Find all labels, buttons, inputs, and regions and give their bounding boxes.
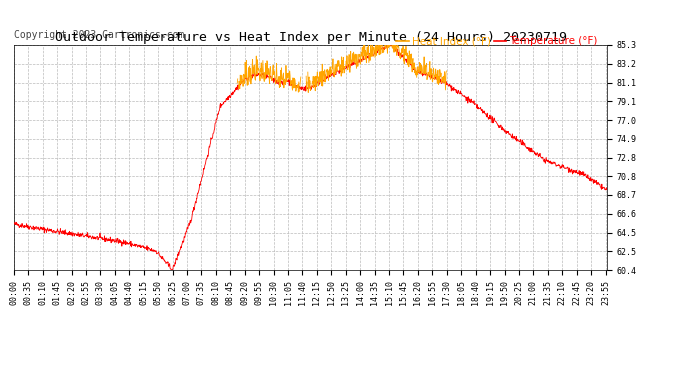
- Text: Copyright 2023 Cartronics.com: Copyright 2023 Cartronics.com: [14, 30, 184, 40]
- Title: Outdoor Temperature vs Heat Index per Minute (24 Hours) 20230719: Outdoor Temperature vs Heat Index per Mi…: [55, 31, 566, 44]
- Legend: Heat Index (°F), Temperature (°F): Heat Index (°F), Temperature (°F): [392, 32, 602, 51]
